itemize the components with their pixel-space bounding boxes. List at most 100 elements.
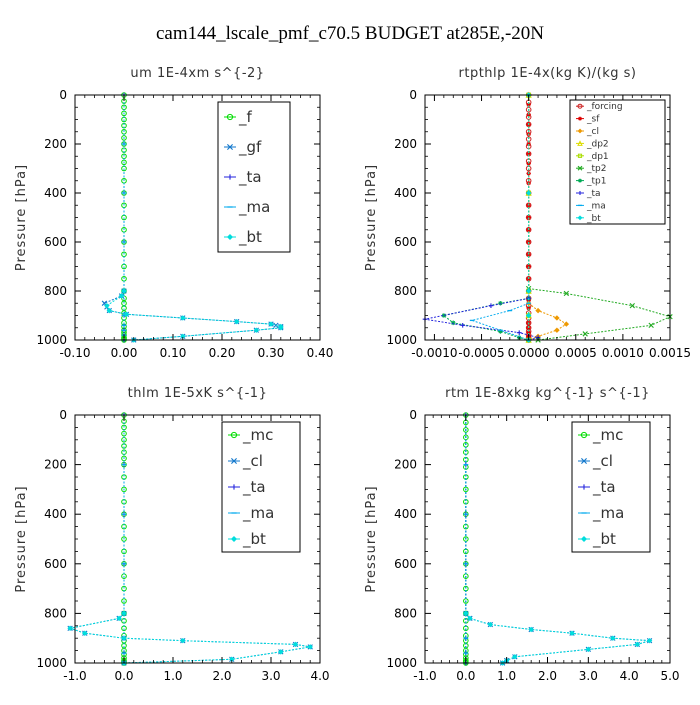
series-ma — [469, 302, 531, 341]
y-tick-label: 400 — [394, 186, 417, 200]
data-point — [488, 303, 494, 308]
data-point — [487, 621, 494, 628]
legend-marker — [580, 431, 588, 439]
y-tick-label: 0 — [409, 88, 417, 102]
data-point — [582, 331, 588, 337]
legend-item: _ta — [224, 168, 262, 187]
data-point — [121, 430, 127, 437]
data-point — [512, 654, 518, 660]
legend-item: _ta — [576, 189, 601, 199]
panel-1: um 1E-4xm s^{-2} Pressure [hPa] -0.10 0.00 0… — [14, 66, 333, 360]
data-point — [516, 330, 522, 335]
y-tick-label: 200 — [44, 137, 67, 151]
data-point — [525, 190, 532, 196]
legend-label: _cl — [242, 452, 263, 471]
legend-item: _ta — [228, 478, 266, 497]
series-cl — [67, 610, 313, 666]
series-line — [465, 613, 650, 664]
legend-item: _dp1 — [576, 152, 609, 162]
legend-marker — [581, 484, 587, 490]
legend: _mc _cl _ta _ma _bt — [221, 421, 301, 553]
y-tick-label: 200 — [394, 458, 417, 472]
panel-4: rtm 1E-8xkg kg^{-1} s^{-1} Pressure [hPa]… — [364, 386, 680, 683]
y-tick-label: 600 — [394, 557, 417, 571]
series-line — [442, 297, 529, 341]
legend-item: _cl — [576, 127, 599, 137]
data-point — [463, 610, 469, 617]
panel-3: thlm 1E-5xK s^{-1} Pressure [hPa] -1.0 0.0 1… — [14, 386, 330, 683]
legend-item: _forcing — [576, 102, 623, 112]
legend-marker — [227, 144, 233, 150]
x-tick-label: 0.0010 — [602, 346, 644, 360]
series-line — [528, 302, 568, 341]
legend-item: _tp2 — [576, 164, 606, 174]
data-point — [180, 637, 186, 644]
legend-marker — [577, 140, 583, 146]
y-tick-label: 200 — [44, 458, 67, 472]
data-point — [116, 615, 122, 622]
x-tick-label: 4.0 — [620, 669, 639, 683]
data-point — [528, 626, 534, 633]
legend-label: _bt — [592, 530, 616, 549]
legend: _f _gf _ta _ma _bt — [217, 101, 291, 253]
data-point — [498, 329, 503, 334]
legend-box — [569, 99, 666, 225]
data-point — [463, 427, 469, 433]
data-point — [106, 307, 113, 314]
legend-item: _gf — [224, 138, 262, 157]
x-tick-label: -1.0 — [413, 669, 436, 683]
x-tick-label: 0.0005 — [555, 346, 597, 360]
legend-marker — [578, 191, 582, 195]
data-point — [82, 630, 88, 636]
data-point — [526, 102, 531, 108]
data-point — [526, 151, 531, 157]
x-tick-label: -0.0010 — [411, 346, 457, 360]
y-axis-label: Pressure [hPa] — [14, 164, 29, 271]
series-bt — [463, 610, 653, 666]
data-point — [67, 625, 73, 632]
x-tick-label: 0.20 — [209, 346, 236, 360]
x-tick-label: 3.0 — [579, 669, 598, 683]
legend-label: _ma — [242, 504, 274, 523]
data-point — [121, 110, 127, 117]
x-tick-label: 0.0015 — [649, 346, 691, 360]
data-point — [441, 313, 447, 318]
legend-label: _ta — [242, 478, 266, 497]
series-ma — [463, 414, 469, 664]
data-point — [307, 644, 313, 650]
legend-marker — [227, 174, 233, 180]
data-point — [563, 290, 570, 297]
legend-label: _tp1 — [586, 177, 606, 187]
data-point — [460, 323, 465, 328]
data-point — [268, 321, 274, 327]
data-point — [467, 615, 473, 622]
y-axis-label: Pressure [hPa] — [364, 485, 379, 592]
data-point — [526, 305, 531, 311]
legend-label: _dp2 — [586, 139, 609, 149]
y-tick-label: 200 — [394, 137, 417, 151]
y-tick-label: 600 — [44, 235, 67, 249]
legend-label: _ta — [238, 168, 262, 187]
legend-item: _cl — [228, 452, 263, 471]
x-tick-label: 3.0 — [261, 669, 280, 683]
legend-marker — [578, 178, 582, 183]
x-tick-label: 0.40 — [307, 346, 334, 360]
y-axis-label: Pressure [hPa] — [14, 485, 29, 592]
x-tick-label: 5.0 — [660, 669, 679, 683]
legend-item: _bt — [578, 530, 616, 549]
data-point — [121, 288, 127, 294]
legend-label: _ma — [586, 201, 606, 211]
data-point — [253, 327, 260, 333]
legend-label: _dp1 — [586, 152, 609, 162]
x-tick-label: -1.0 — [63, 669, 86, 683]
data-point — [121, 610, 127, 617]
legend-label: _ma — [592, 504, 624, 523]
data-point — [498, 300, 503, 306]
legend-item: _ma — [576, 201, 606, 211]
data-point — [634, 641, 641, 648]
y-tick-label: 400 — [394, 507, 417, 521]
x-tick-label: 0.0000 — [508, 346, 550, 360]
legend-marker — [231, 458, 237, 464]
legend-item: _mc — [228, 426, 273, 445]
x-tick-label: 0.00 — [111, 346, 138, 360]
